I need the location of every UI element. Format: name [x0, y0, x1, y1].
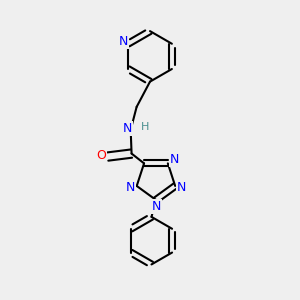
Text: N: N — [125, 181, 135, 194]
Text: N: N — [123, 122, 132, 135]
Text: N: N — [177, 181, 186, 194]
Text: N: N — [170, 153, 179, 166]
Text: O: O — [96, 149, 106, 162]
Text: N: N — [119, 35, 128, 49]
Text: H: H — [141, 122, 150, 132]
Text: N: N — [152, 200, 161, 213]
